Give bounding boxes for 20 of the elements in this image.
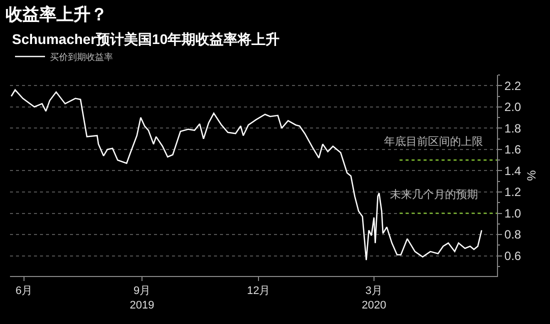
chart-title: 收益率上升？ [6, 5, 108, 24]
y-axis-title: % [524, 170, 538, 181]
y-tick-label: 0.8 [504, 228, 522, 242]
ref-line-label: 未来几个月的预期 [390, 188, 478, 201]
x-tick-label: 12月 [247, 285, 270, 298]
x-tick-label: 9月 2019 [130, 285, 154, 312]
y-tick-label: 1.0 [504, 206, 522, 220]
y-tick-label: 1.6 [504, 142, 522, 157]
x-tick-label: 3月 2020 [362, 285, 386, 312]
y-tick-label: 1.4 [504, 164, 522, 178]
y-tick-label: 0.6 [504, 248, 522, 263]
y-tick-label: 2.2 [504, 78, 522, 93]
legend-label: 买价到期收益率 [50, 52, 113, 62]
y-tick-label: 1.2 [504, 185, 522, 200]
ref-line-label: 年底目前区间的上限 [384, 135, 483, 148]
y-tick-label: 1.8 [504, 121, 522, 136]
x-tick-label: 6月 [16, 285, 33, 298]
chart-subtitle: Schumacher预计美国10年期收益率将上升 [12, 31, 280, 47]
y-tick-label: 2.0 [504, 100, 522, 114]
line-series [10, 89, 482, 261]
